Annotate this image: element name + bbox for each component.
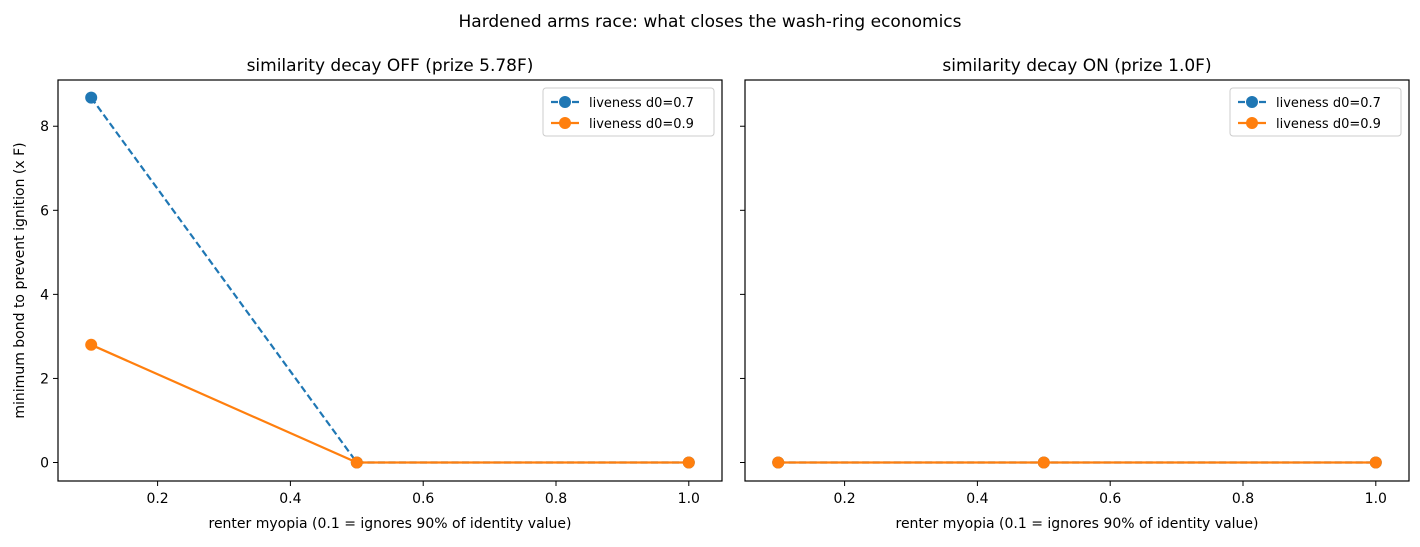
- x-axis-label: renter myopia (0.1 = ignores 90% of iden…: [209, 516, 572, 532]
- x-tick-label: 0.6: [1099, 491, 1121, 507]
- x-axis-label: renter myopia (0.1 = ignores 90% of iden…: [896, 516, 1259, 532]
- legend-marker: [1246, 117, 1258, 129]
- series-line: [90, 343, 689, 464]
- legend-label: liveness d0=0.9: [1276, 117, 1381, 132]
- figure-title: Hardened arms race: what closes the wash…: [459, 12, 962, 32]
- x-tick-label: 1.0: [1365, 491, 1387, 507]
- data-point: [772, 456, 785, 469]
- legend-label: liveness d0=0.7: [589, 96, 694, 111]
- panel-title: similarity decay ON (prize 1.0F): [942, 56, 1211, 76]
- data-point: [85, 338, 98, 351]
- x-tick-label: 0.4: [966, 491, 988, 507]
- data-point: [682, 456, 695, 469]
- x-tick-label: 0.2: [146, 491, 168, 507]
- y-tick-label: 4: [40, 287, 49, 303]
- data-point: [350, 456, 363, 469]
- legend-label: liveness d0=0.7: [1276, 96, 1381, 111]
- chart-panel-right: similarity decay ON (prize 1.0F) 0.2 0.4 0.…: [740, 56, 1410, 532]
- data-point: [1369, 456, 1382, 469]
- panel-title: similarity decay OFF (prize 5.78F): [247, 56, 534, 76]
- y-tick-label: 2: [40, 371, 49, 387]
- legend: liveness d0=0.7 liveness d0=0.9: [542, 87, 715, 137]
- legend-marker: [559, 96, 571, 108]
- x-tick-label: 0.6: [412, 491, 434, 507]
- y-axis-label: minimum bond to prevent ignition (x F): [12, 142, 28, 418]
- legend-box: [542, 87, 715, 137]
- plot-frame: [57, 79, 723, 482]
- legend-label: liveness d0=0.9: [589, 117, 694, 132]
- y-tick-label: 0: [40, 456, 49, 472]
- x-tick-label: 1.0: [678, 491, 700, 507]
- x-tick-label: 0.2: [833, 491, 855, 507]
- data-point: [1037, 456, 1050, 469]
- series-line: [90, 97, 689, 464]
- legend-marker: [1246, 96, 1258, 108]
- x-tick-label: 0.8: [1232, 491, 1254, 507]
- legend-marker: [559, 117, 571, 129]
- x-tick-label: 0.4: [279, 491, 301, 507]
- legend-box: [1229, 87, 1402, 137]
- x-tick-label: 0.8: [545, 491, 567, 507]
- data-point: [85, 91, 98, 104]
- legend: liveness d0=0.7 liveness d0=0.9: [1229, 87, 1402, 137]
- y-tick-label: 6: [40, 203, 49, 219]
- chart-panel-left: similarity decay OFF (prize 5.78F) 0.2 0.4…: [12, 56, 723, 532]
- y-tick-label: 8: [40, 119, 49, 135]
- plot-frame: [744, 79, 1410, 482]
